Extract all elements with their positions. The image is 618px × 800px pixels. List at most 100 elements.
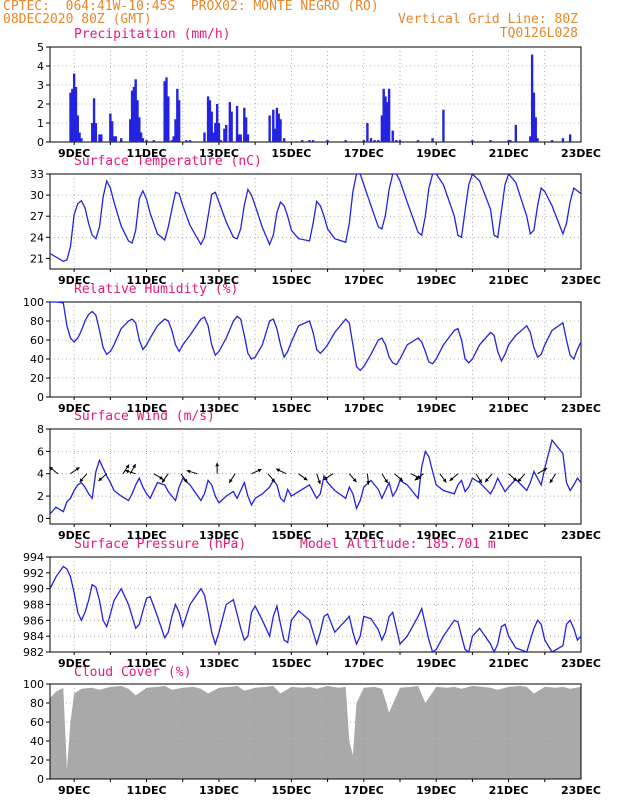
pressure-title: Surface Pressure (hPa) [74,537,247,552]
wind-xtick-label: 13DEC [199,529,239,542]
cloud-cover-title: Cloud Cover (%) [74,665,192,680]
precipitation-bar [514,124,518,142]
wind-xtick-label: 21DEC [489,529,529,542]
precipitation-bar [145,140,148,142]
precipitation-bar [203,132,206,142]
precipitation-bar [215,104,219,142]
humidity-frame [49,301,582,398]
precipitation-bar [387,88,391,142]
precipitation-bar [243,107,246,142]
precipitation-ytick-label: 4 [37,60,44,73]
wind-vector-head [485,478,489,483]
precipitation-bar [386,102,389,142]
precipitation-bar [228,102,232,142]
pressure-xtick-label: 23DEC [561,657,601,670]
wind-vector-head [352,478,357,483]
precipitation-xtick-label: 9DEC [58,147,90,160]
precipitation-bar [239,134,242,142]
temperature-series-line [49,172,582,263]
precipitation-bar [442,109,445,142]
cloud_cover-ytick-label: 80 [30,697,44,710]
precipitation-bar [344,140,347,142]
precipitation-bar [165,77,168,142]
wind-vector-head [49,466,54,471]
precipitation-bar [277,113,280,142]
wind-vector-head [478,479,482,483]
precipitation-bar [129,119,132,142]
wind-vector-head [186,469,191,474]
precipitation-bar [509,140,512,142]
precipitation-bar [282,138,286,142]
precipitation-bar [223,128,226,142]
wind-xtick-label: 15DEC [271,529,311,542]
wind-ytick-label: 8 [37,423,44,436]
cloud_cover-xtick-label: 13DEC [199,784,239,797]
wind-vector-head [398,477,403,481]
precipitation-bar [246,134,250,142]
precipitation-bar [100,134,103,142]
precipitation-bar [507,140,510,142]
wind-vector-head [303,476,308,481]
humidity-title: Relative Humidity (%) [74,282,239,297]
pressure-frame [49,556,582,653]
precipitation-bar [132,86,136,142]
precipitation-bar [177,100,181,142]
precipitation-bar [174,119,177,142]
wind-vector-head [98,477,103,481]
wind-vector-head [442,478,447,483]
wind-vector-head [276,468,281,473]
precipitation-bar [110,121,114,142]
precipitation-bar [214,123,217,142]
precipitation-ytick-label: 0 [37,136,44,149]
precipitation-bar [534,117,537,142]
precipitation-bar [273,128,277,142]
precipitation-bar [561,138,565,142]
precipitation-bar [92,98,96,142]
humidity-xtick-label: 23DEC [561,402,601,415]
precipitation-bar [326,140,329,142]
wind-vector-head [323,476,328,480]
precipitation-bar [237,134,241,142]
precipitation-bar [384,96,387,142]
precipitation-title: Precipitation (mm/h) [74,27,231,42]
precipitation-bar [366,123,369,142]
humidity-xtick-label: 15DEC [271,402,311,415]
pressure-xtick-label: 9DEC [58,657,90,670]
precipitation-bar [219,140,222,142]
humidity-ytick-label: 60 [30,334,44,347]
precipitation-bar [230,111,233,142]
wind-vector-head [79,478,84,483]
temperature-xtick-label: 19DEC [416,274,456,287]
precipitation-xtick-label: 15DEC [271,147,311,160]
temperature-ytick-label: 21 [30,252,44,265]
precipitation-bar [134,79,137,142]
temperature-xtick-label: 17DEC [344,274,384,287]
temperature-xtick-label: 23DEC [561,274,601,287]
cloud_cover-ytick-label: 40 [30,735,44,748]
precipitation-bar [138,117,141,142]
precipitation-bar [188,140,192,142]
pressure-ytick-label: 984 [23,630,44,643]
precipitation-bar [176,88,179,142]
precipitation-bar [268,115,271,142]
wind-vector-head [366,480,371,485]
wind-vector-head [229,478,233,483]
temperature-ytick-label: 33 [30,168,44,181]
wind-vector-head [257,468,262,473]
cloud_cover-xtick-label: 9DEC [58,784,90,797]
precipitation-bar [391,130,394,142]
cloud_cover-xtick-label: 15DEC [271,784,311,797]
precipitation-bar [212,132,215,142]
precipitation-ytick-label: 1 [37,117,44,130]
pressure-xtick-label: 19DEC [416,657,456,670]
wind-vector-head [125,469,130,474]
precipitation-bar [377,140,380,142]
precipitation-bar [380,115,384,142]
precipitation-bar [536,138,539,142]
humidity-series-line [50,301,582,372]
precipitation-bar [141,138,145,142]
model-altitude-annotation: Model Altitude: 185.701 m [300,537,496,552]
pressure-series-line [49,565,582,654]
humidity-xtick-label: 11DEC [127,402,167,415]
